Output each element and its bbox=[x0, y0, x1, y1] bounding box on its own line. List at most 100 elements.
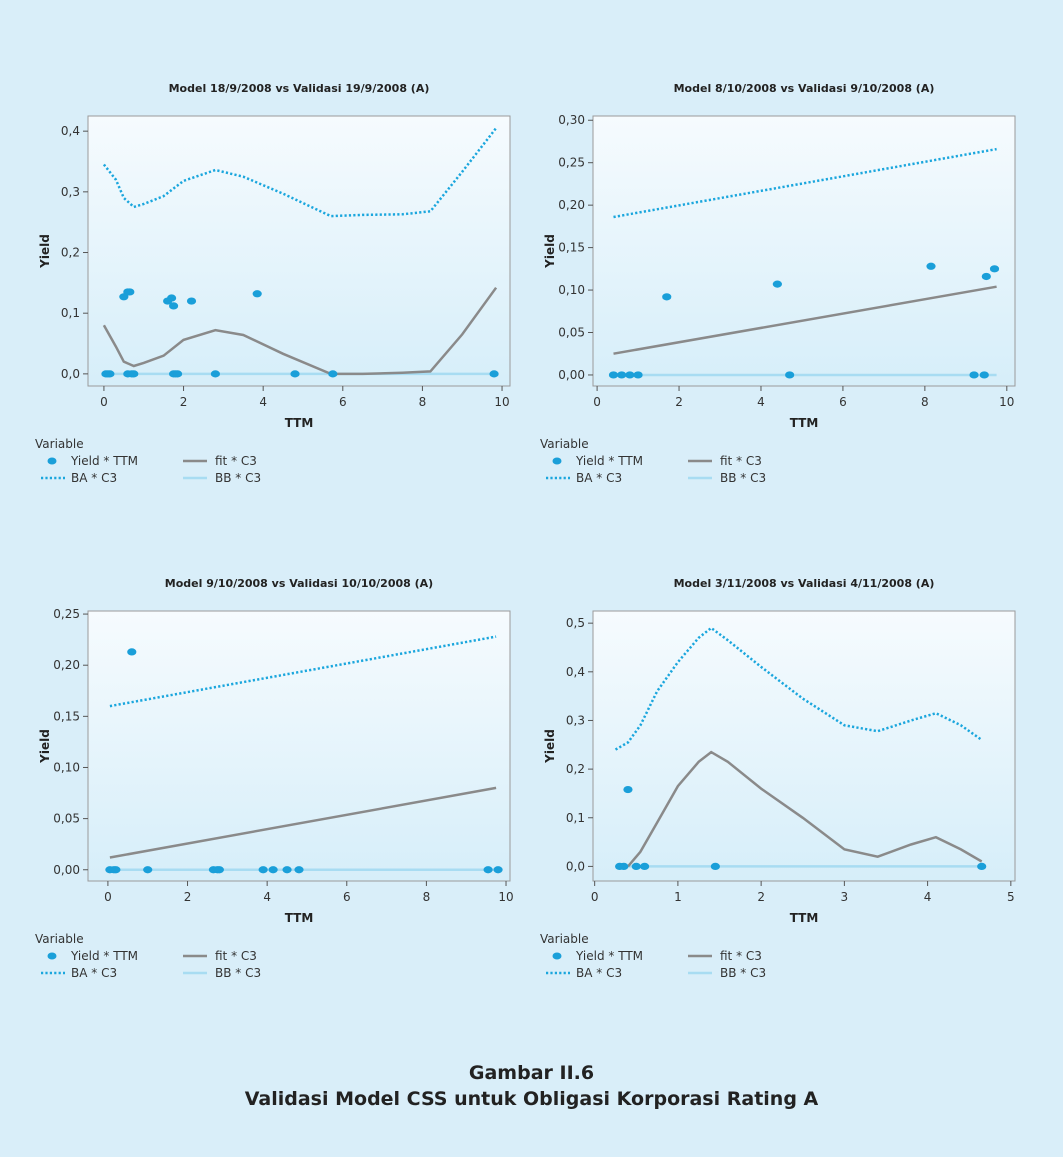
data-point bbox=[640, 862, 650, 871]
caption-line-1: Gambar II.6 bbox=[468, 1062, 595, 1084]
data-point bbox=[328, 370, 338, 378]
legend-title: Variable bbox=[540, 932, 589, 946]
chart-title: Model 3/11/2008 vs Validasi 4/11/2008 (A… bbox=[674, 577, 935, 590]
series-line-ba-c3 bbox=[613, 147, 997, 219]
legend-label-fit: fit * C3 bbox=[720, 949, 762, 963]
data-point bbox=[981, 272, 991, 281]
series-line-fit-c3 bbox=[102, 286, 498, 376]
x-axis-label: TTM bbox=[790, 911, 819, 925]
y-tick-label: 0,25 bbox=[53, 607, 80, 621]
data-point bbox=[617, 371, 627, 379]
x-tick-label: 8 bbox=[419, 395, 427, 409]
data-point bbox=[969, 371, 979, 379]
data-point bbox=[294, 866, 304, 874]
data-point bbox=[977, 862, 987, 871]
legend-marker-yield bbox=[552, 952, 562, 960]
data-point bbox=[623, 785, 633, 794]
chart-panel-2: Model 8/10/2008 vs Validasi 9/10/2008 (A… bbox=[540, 70, 1040, 485]
data-point bbox=[989, 265, 1000, 273]
plot-area bbox=[87, 610, 511, 882]
x-tick-label: 10 bbox=[494, 395, 509, 409]
legend-label-yield: Yield * TTM bbox=[575, 454, 643, 468]
x-tick-label: 4 bbox=[263, 890, 271, 904]
chart-panel-3: Model 9/10/2008 vs Validasi 10/10/2008 (… bbox=[35, 565, 535, 980]
data-point bbox=[252, 290, 262, 298]
y-tick-label: 0,05 bbox=[53, 812, 80, 826]
legend-label-ba: BA * C3 bbox=[576, 966, 622, 980]
y-tick-label: 0,1 bbox=[61, 306, 80, 320]
x-axis-label: TTM bbox=[285, 416, 314, 430]
data-point bbox=[127, 648, 137, 656]
legend-label-yield: Yield * TTM bbox=[575, 949, 643, 963]
chart-svg-1: Model 18/9/2008 vs Validasi 19/9/2008 (A… bbox=[35, 82, 511, 485]
data-point bbox=[926, 262, 936, 270]
y-tick-label: 0,15 bbox=[53, 709, 80, 723]
x-tick-label: 10 bbox=[498, 890, 513, 904]
data-point bbox=[785, 371, 795, 379]
y-axis-label: Yield bbox=[38, 729, 52, 764]
y-tick-label: 0,0 bbox=[61, 367, 80, 381]
x-axis-label: TTM bbox=[285, 911, 314, 925]
data-point bbox=[772, 280, 782, 288]
y-tick-label: 0,15 bbox=[558, 241, 585, 255]
y-tick-label: 0,05 bbox=[558, 326, 585, 340]
y-tick-label: 0,10 bbox=[53, 760, 80, 774]
series-line-ba-c3 bbox=[109, 635, 497, 708]
data-point bbox=[172, 370, 183, 378]
y-tick-label: 0,1 bbox=[566, 811, 585, 825]
data-point bbox=[489, 370, 499, 378]
x-tick-label: 1 bbox=[674, 890, 682, 904]
data-point bbox=[619, 862, 629, 871]
y-tick-label: 0,2 bbox=[61, 246, 80, 260]
data-point bbox=[493, 866, 503, 874]
chart-panel-1: Model 18/9/2008 vs Validasi 19/9/2008 (A… bbox=[35, 70, 535, 485]
y-tick-label: 0,10 bbox=[558, 283, 585, 297]
y-axis-label: Yield bbox=[543, 234, 557, 269]
chart-panel-4: Model 3/11/2008 vs Validasi 4/11/2008 (A… bbox=[540, 565, 1040, 980]
y-tick-label: 0,2 bbox=[566, 762, 585, 776]
legend-label-yield: Yield * TTM bbox=[70, 949, 138, 963]
data-point bbox=[210, 370, 220, 378]
y-tick-label: 0,4 bbox=[566, 665, 585, 679]
data-point bbox=[282, 866, 292, 874]
x-tick-label: 6 bbox=[343, 890, 351, 904]
series-line-ba-c3 bbox=[614, 626, 983, 751]
data-point bbox=[710, 862, 720, 871]
data-point bbox=[186, 297, 197, 305]
y-tick-label: 0,00 bbox=[53, 863, 80, 877]
x-tick-label: 0 bbox=[100, 395, 108, 409]
data-point bbox=[258, 866, 268, 874]
x-tick-label: 4 bbox=[757, 395, 765, 409]
x-tick-label: 2 bbox=[180, 395, 188, 409]
legend-title: Variable bbox=[35, 932, 84, 946]
caption-line-2: Validasi Model CSS untuk Obligasi Korpor… bbox=[244, 1088, 819, 1110]
y-tick-label: 0,20 bbox=[53, 658, 80, 672]
data-point bbox=[268, 866, 278, 874]
y-tick-label: 0,00 bbox=[558, 368, 585, 382]
legend-title: Variable bbox=[35, 437, 84, 451]
x-tick-label: 2 bbox=[184, 890, 192, 904]
data-point bbox=[143, 866, 153, 874]
data-point bbox=[125, 288, 135, 296]
legend-label-bb: BB * C3 bbox=[215, 966, 261, 980]
legend-label-bb: BB * C3 bbox=[720, 471, 766, 485]
series-line-ba-c3 bbox=[102, 127, 498, 218]
figure-caption: Gambar II.6 Validasi Model CSS untuk Obl… bbox=[0, 1060, 1063, 1112]
legend-label-fit: fit * C3 bbox=[720, 454, 762, 468]
chart-title: Model 9/10/2008 vs Validasi 10/10/2008 (… bbox=[165, 577, 433, 590]
x-tick-label: 8 bbox=[423, 890, 431, 904]
x-tick-label: 0 bbox=[593, 395, 601, 409]
legend-label-bb: BB * C3 bbox=[720, 966, 766, 980]
x-tick-label: 0 bbox=[104, 890, 112, 904]
data-point bbox=[608, 371, 619, 379]
legend-title: Variable bbox=[540, 437, 589, 451]
legend-label-bb: BB * C3 bbox=[215, 471, 261, 485]
x-tick-label: 0 bbox=[591, 890, 599, 904]
x-tick-label: 6 bbox=[339, 395, 347, 409]
y-tick-label: 0,4 bbox=[61, 124, 80, 138]
data-point bbox=[290, 370, 300, 378]
data-point bbox=[168, 302, 179, 310]
chart-title: Model 18/9/2008 vs Validasi 19/9/2008 (A… bbox=[169, 82, 430, 95]
data-point bbox=[167, 294, 177, 302]
legend-marker-yield bbox=[552, 457, 562, 465]
